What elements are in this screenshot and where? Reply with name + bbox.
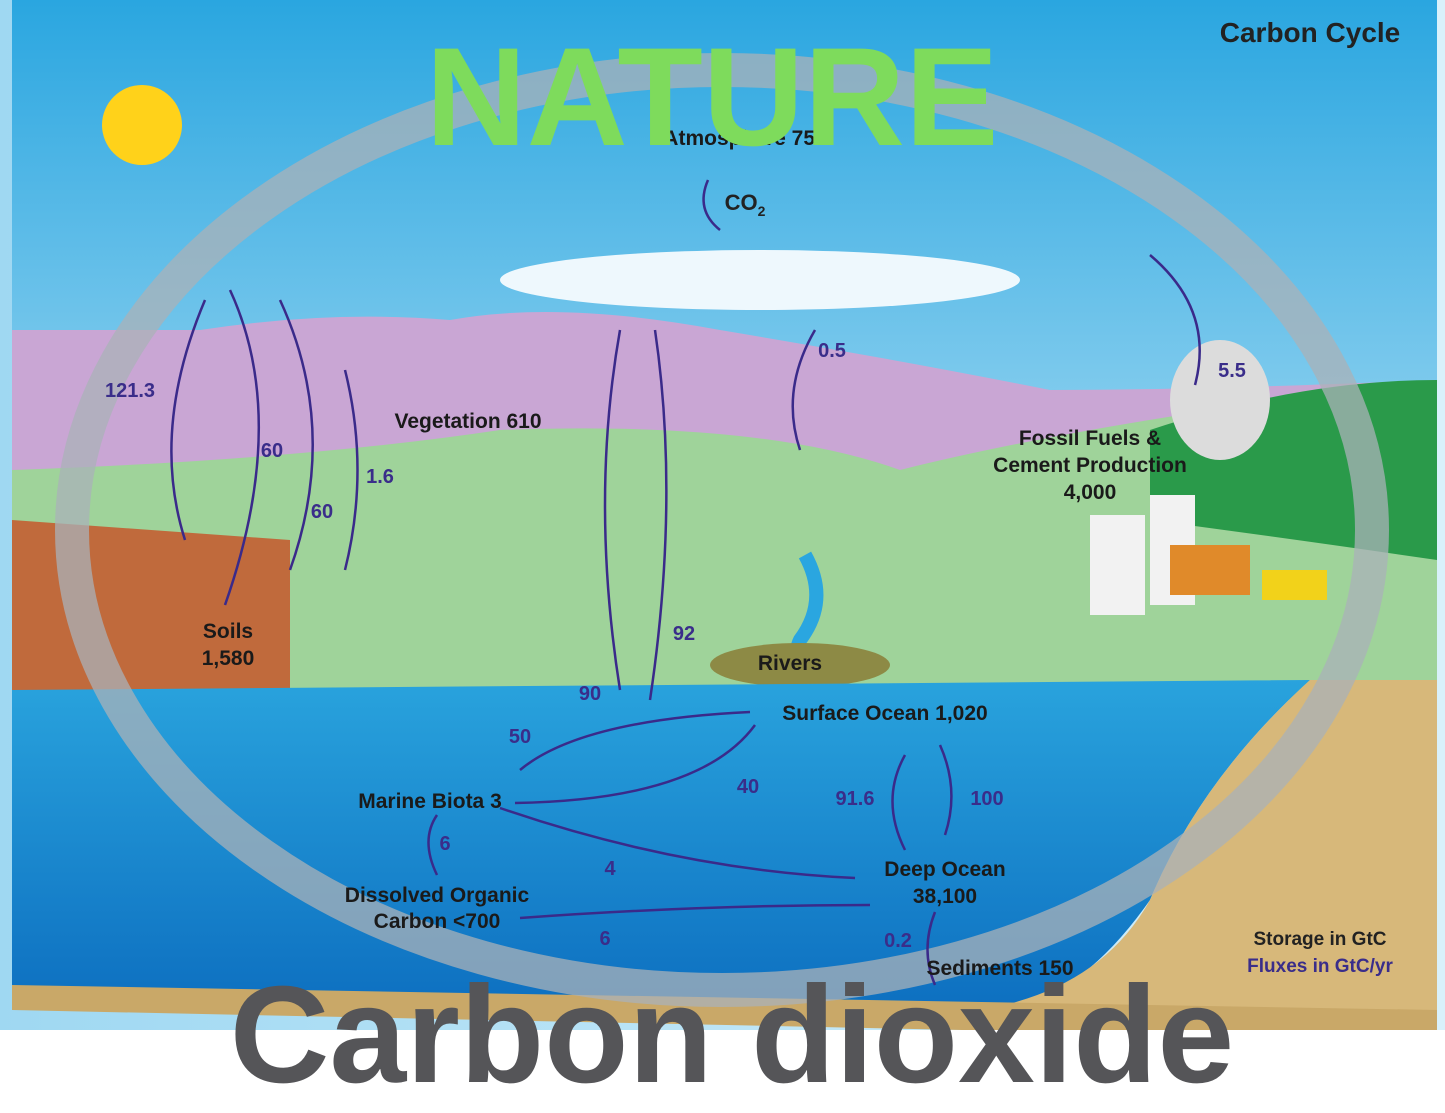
carbon-cycle-diagram: Carbon Cycle Atmosphere 750 CO2 Vegetati…	[0, 0, 1445, 1113]
flux-label: 50	[509, 726, 531, 748]
subtitle: Carbon dioxide	[230, 958, 1234, 1112]
reservoir-label: Fossil Fuels &	[1019, 427, 1161, 450]
flux-label: 4	[604, 858, 616, 880]
flux-label: 100	[970, 788, 1003, 810]
reservoir-label: Vegetation 610	[394, 410, 541, 433]
flux-label: 6	[599, 928, 610, 950]
truck	[1262, 570, 1327, 600]
reservoir-label: Deep Ocean	[884, 858, 1005, 881]
sun	[102, 85, 182, 165]
flux-label: 92	[673, 623, 695, 645]
flux-label: 91.6	[836, 788, 875, 810]
flux-label: 0.2	[884, 930, 912, 952]
building	[1090, 515, 1145, 615]
reservoir-label: Surface Ocean 1,020	[782, 702, 987, 725]
reservoir-label: Cement Production	[993, 454, 1187, 477]
flux-label: 121.3	[105, 380, 155, 402]
soil-block	[12, 520, 290, 700]
flux-label: 6	[439, 833, 450, 855]
smoke	[1170, 340, 1270, 460]
reservoir-label: Carbon <700	[374, 910, 501, 933]
flux-label: 1.6	[366, 466, 394, 488]
flux-label: 60	[261, 440, 283, 462]
page: { "header": {"title": "NATURE", "subtitl…	[0, 0, 1445, 1113]
legend-fluxes: Fluxes in GtC/yr	[1247, 956, 1393, 977]
flux-label: 5.5	[1218, 360, 1246, 382]
reservoir-label: 4,000	[1064, 481, 1117, 504]
reservoir-label: Marine Biota 3	[358, 790, 502, 813]
reservoir-label: Soils	[203, 620, 253, 643]
factory	[1170, 545, 1250, 595]
title: NATURE	[426, 18, 999, 175]
corner-label: Carbon Cycle	[1220, 17, 1401, 48]
reservoir-label: Dissolved Organic	[345, 884, 530, 907]
legend-storage: Storage in GtC	[1253, 929, 1386, 950]
reservoir-label: Rivers	[758, 652, 822, 675]
co2-text: CO	[725, 190, 758, 215]
reservoir-label: 1,580	[202, 647, 255, 670]
cloud	[500, 250, 1020, 310]
flux-label: 0.5	[818, 340, 846, 362]
reservoir-label: 38,100	[913, 885, 977, 908]
flux-label: 40	[737, 776, 759, 798]
co2-subscript: 2	[758, 203, 766, 219]
flux-label: 60	[311, 501, 333, 523]
flux-label: 90	[579, 683, 601, 705]
